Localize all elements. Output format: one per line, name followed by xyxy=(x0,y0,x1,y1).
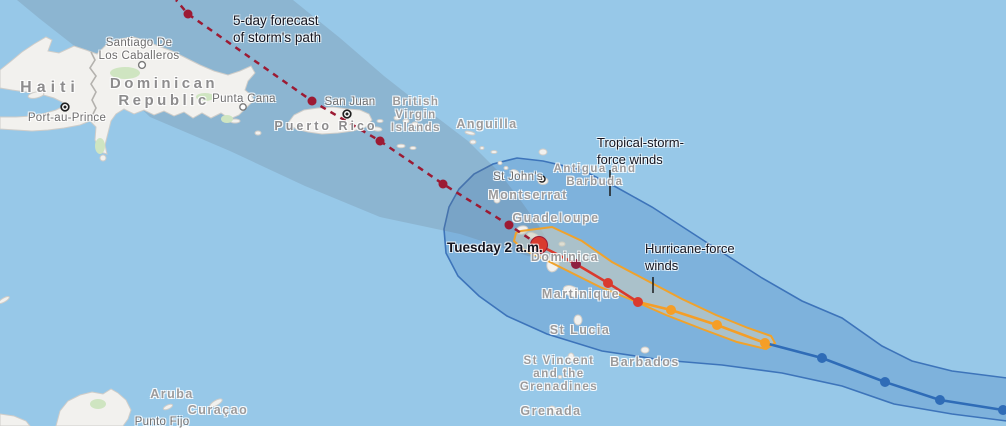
storm-track-layer xyxy=(175,0,1006,415)
past-position-dot xyxy=(603,278,613,288)
current-position-dot xyxy=(530,236,548,254)
label-st-lucia: St Lucia xyxy=(549,323,611,337)
label-curacao: Curaçao xyxy=(187,403,249,417)
label-guadeloupe: Guadeloupe xyxy=(512,211,600,225)
label-st-vincent: St Vincent and the Grenadines xyxy=(519,355,599,393)
past-position-dot xyxy=(880,377,890,387)
label-dominica: Dominica xyxy=(530,250,600,264)
past-track-segment xyxy=(637,300,766,345)
tropical-storm-wind-polygon xyxy=(443,157,1006,422)
past-position-dot xyxy=(935,395,945,405)
city-markers xyxy=(60,60,546,183)
label-port-au-prince: Port-au-Prince xyxy=(27,112,107,124)
label-british-virgin-islands: British Virgin Islands xyxy=(390,96,442,134)
label-haiti: Haiti xyxy=(20,79,80,96)
city-marker-santiago xyxy=(137,60,147,70)
forecast-position-dot xyxy=(307,96,317,106)
label-san-juan: San Juan xyxy=(324,96,376,108)
label-puerto-rico: Puerto Rico xyxy=(274,119,378,133)
label-anguilla: Anguilla xyxy=(456,117,518,131)
forecast-position-dot xyxy=(183,9,193,19)
city-marker-san-juan xyxy=(342,109,352,119)
label-dominican-republic: Dominican Republic xyxy=(109,75,219,109)
label-santiago: Santiago De Los Caballeros xyxy=(98,37,180,62)
green-areas xyxy=(90,67,233,409)
label-barbados: Barbados xyxy=(610,355,680,369)
city-marker-st-johns xyxy=(538,175,546,183)
coast-corner xyxy=(0,413,31,426)
label-punto-fijo: Punto Fijo xyxy=(134,416,190,428)
haiti-dr-border xyxy=(89,51,97,123)
annotation-current-position: Tuesday 2 a.m. xyxy=(447,240,543,255)
past-position-dot xyxy=(633,297,643,307)
past-position-dot xyxy=(712,320,722,330)
forecast-position-dot xyxy=(438,179,448,189)
forecast-position-dot xyxy=(375,136,385,146)
forecast-position-dot xyxy=(504,220,514,230)
past-position-dot xyxy=(760,338,770,348)
label-martinique: Martinique xyxy=(541,287,621,301)
annotation-forecast-path: 5-day forecast of storm's path xyxy=(233,13,322,45)
city-marker-punta-cana xyxy=(239,103,247,111)
label-aruba: Aruba xyxy=(150,387,194,401)
label-montserrat: Montserrat xyxy=(488,188,568,202)
hurricane-wind-polygon xyxy=(512,225,777,351)
past-position-dot xyxy=(666,305,676,315)
past-position-dot xyxy=(817,353,827,363)
label-antigua-barbuda: Antigua and Barbuda xyxy=(553,163,637,188)
hispaniola xyxy=(0,36,256,155)
label-grenada: Grenada xyxy=(520,404,582,418)
past-track-segment xyxy=(538,243,639,304)
land-layer xyxy=(0,36,650,426)
label-st-johns: St John's xyxy=(493,171,543,183)
past-position-dot xyxy=(998,405,1006,415)
annotation-tropical-storm-winds: Tropical-storm- force winds xyxy=(597,135,684,167)
city-marker-port-au-prince xyxy=(60,102,70,112)
past-position-dot xyxy=(571,259,581,269)
label-punta-cana: Punta Cana xyxy=(212,93,276,105)
annotation-hurricane-winds: Hurricane-force winds xyxy=(645,241,735,273)
